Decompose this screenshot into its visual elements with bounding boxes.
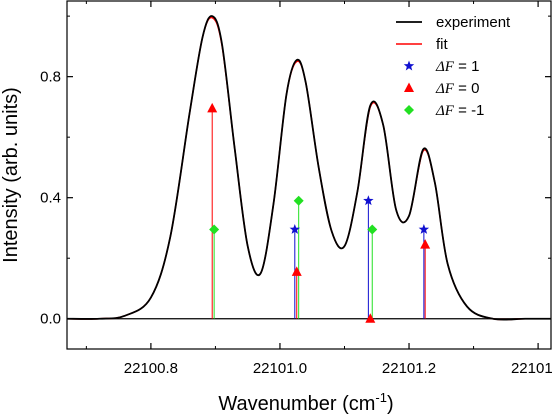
legend-marker-star	[403, 60, 415, 71]
stick-marker-diamond	[293, 195, 304, 206]
legend-label: experiment	[436, 14, 511, 31]
y-tick-label: 0.8	[40, 69, 61, 86]
x-tick-label: 22101.2	[382, 360, 436, 377]
stick-marker-triangle	[420, 239, 431, 249]
x-tick-label: 22100.8	[124, 360, 178, 377]
legend-label: ΔF = -1	[435, 102, 484, 119]
legend: experiment fit ΔF = 1 ΔF = 0 ΔF = -1	[396, 14, 511, 119]
legend-label: ΔF = 1	[435, 58, 479, 75]
stick-marker-star	[363, 195, 374, 206]
stick-marker-triangle	[291, 266, 302, 276]
stick-marker-star	[289, 223, 301, 234]
x-tick-label: 22101.0	[253, 360, 307, 377]
stick-marker-triangle	[365, 313, 376, 323]
stick-marker-diamond	[367, 224, 378, 235]
stick-marker-triangle	[207, 102, 218, 113]
x-axis-label-exponent: -1	[375, 390, 387, 405]
legend-label: ΔF = 0	[435, 80, 479, 97]
legend-label: fit	[436, 36, 449, 53]
y-tick-label: 0.4	[40, 190, 61, 207]
transition-markers	[207, 102, 431, 323]
y-tick-label: 0.0	[40, 311, 61, 328]
x-axis-label: Wavenumber (cm-1)	[218, 390, 393, 415]
plot-frame	[66, 0, 552, 350]
transition-sticks	[211, 108, 426, 319]
x-tick-label: 22101.4	[511, 360, 552, 377]
legend-marker-triangle	[404, 82, 414, 92]
experiment-line	[66, 15, 551, 321]
stick-marker-diamond	[209, 224, 220, 235]
y-axis-label: Intensity (arb. units)	[0, 87, 22, 263]
stick-marker-star	[418, 223, 430, 234]
legend-marker-diamond	[404, 105, 414, 115]
